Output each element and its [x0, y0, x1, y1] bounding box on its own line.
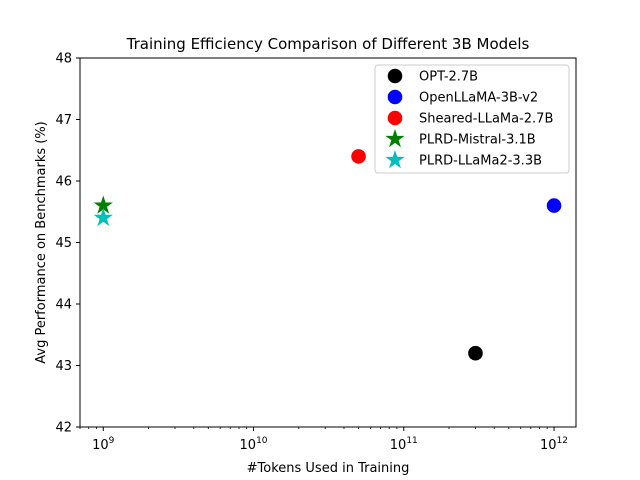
legend-marker	[387, 68, 403, 84]
plot-frame	[79, 57, 577, 428]
legend-box	[374, 64, 570, 174]
x-axis: 109 1010 1011 1012	[79, 427, 568, 453]
x-tick-label: 1011	[390, 436, 418, 453]
y-tick-label: 45	[55, 236, 72, 251]
y-tick-label: 44	[55, 298, 72, 313]
plot-markers	[93, 149, 562, 361]
legend: OPT-2.7B OpenLLaMA-3B-v2 Sheared-LLaMa-2.7…	[374, 64, 570, 174]
data-point	[351, 149, 366, 164]
legend-marker	[385, 128, 405, 148]
legend-marker	[385, 149, 405, 169]
data-point	[93, 207, 113, 227]
chart-title: Training Efficiency Comparison of Differ…	[126, 35, 530, 53]
x-axis-label: #Tokens Used in Training	[247, 461, 410, 476]
y-tick-label: 42	[55, 421, 72, 436]
x-tick-label: 109	[92, 436, 115, 453]
legend-marker	[387, 89, 403, 105]
data-point	[468, 345, 483, 361]
legend-label: Sheared-LLaMa-2.7B	[419, 112, 553, 127]
legend-marker	[387, 110, 403, 126]
y-tick-label: 47	[55, 113, 72, 128]
x-tick-label: 1010	[240, 436, 268, 453]
y-tick-label: 43	[55, 359, 72, 374]
legend-label: PLRD-LLaMa2-3.3B	[419, 154, 542, 169]
data-point	[546, 198, 562, 213]
y-tick-label: 46	[55, 175, 72, 190]
legend-label: OpenLLaMA-3B-v2	[419, 91, 538, 106]
x-tick-label: 1012	[540, 436, 568, 453]
legend-label: OPT-2.7B	[419, 70, 478, 85]
y-tick-label: 48	[55, 52, 72, 67]
y-axis-label: Avg Performance on Benchmarks (%)	[34, 121, 49, 364]
y-axis: 42 43 44 45 46 47 48	[55, 52, 80, 436]
legend-label: PLRD-Mistral-3.1B	[419, 133, 536, 148]
